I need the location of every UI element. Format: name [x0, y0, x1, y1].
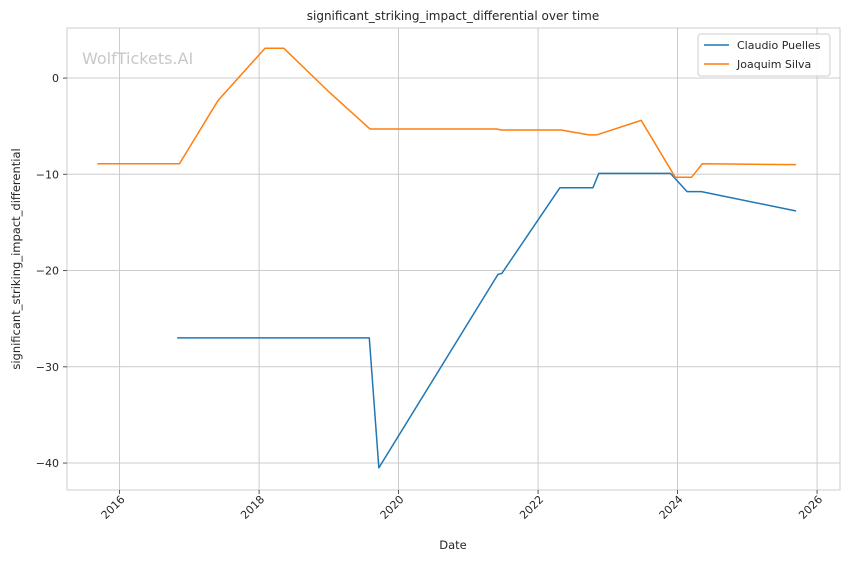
- tick-layer: 2016 2018 2020 2022 2024 2026 0 −10 −20 −30 −40: [36, 72, 825, 522]
- x-tick-label-2026: 2026: [796, 493, 825, 522]
- watermark-text: WolfTickets.AI: [82, 49, 193, 68]
- legend: Claudio Puelles Joaquim Silva: [697, 33, 831, 77]
- legend-label-claudio-puelles: Claudio Puelles: [737, 39, 821, 52]
- series-line-claudio-puelles: [177, 172, 797, 469]
- y-tick-label-20: −20: [36, 265, 59, 278]
- x-tick-label-2024: 2024: [657, 493, 686, 522]
- chart-title: significant_striking_impact_differential…: [307, 9, 599, 23]
- grid-layer: [67, 28, 840, 490]
- legend-label-joaquim-silva: Joaquim Silva: [736, 58, 811, 71]
- x-tick-label-2020: 2020: [378, 493, 407, 522]
- x-tick-label-2022: 2022: [517, 493, 546, 522]
- plot-frame: [66, 27, 841, 491]
- y-tick-label-10: −10: [36, 168, 59, 181]
- y-tick-label-30: −30: [36, 361, 59, 374]
- y-axis-title: significant_striking_impact_differential: [9, 148, 23, 369]
- y-tick-label-0: 0: [52, 72, 59, 85]
- y-tick-label-40: −40: [36, 457, 59, 470]
- x-tick-label-2016: 2016: [99, 493, 128, 522]
- x-axis-title: Date: [439, 538, 467, 552]
- series-layer: [97, 47, 797, 469]
- x-tick-label-2018: 2018: [238, 493, 267, 522]
- series-line-joaquim-silva: [97, 47, 797, 178]
- legend-box: [697, 33, 831, 77]
